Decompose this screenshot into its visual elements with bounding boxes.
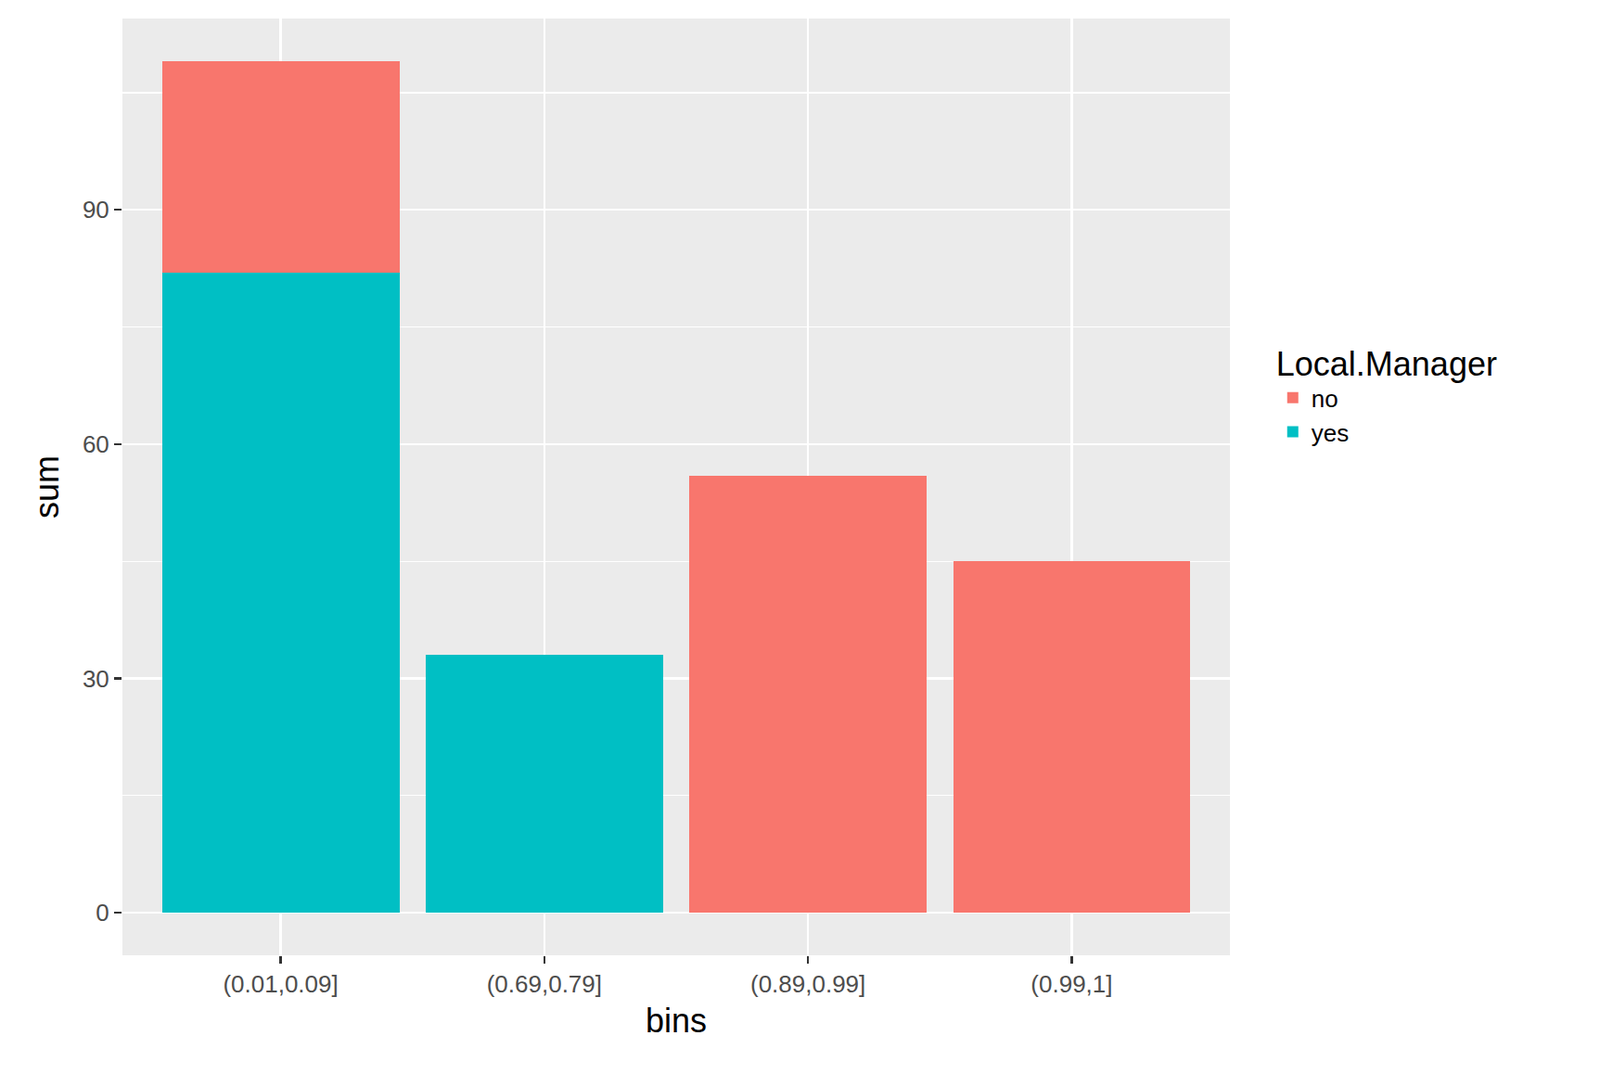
svg-text:0: 0 — [95, 898, 109, 927]
svg-text:bins: bins — [645, 1001, 707, 1040]
svg-text:60: 60 — [82, 430, 110, 459]
svg-text:(0.89,0.99]: (0.89,0.99] — [750, 970, 866, 999]
svg-text:yes: yes — [1311, 419, 1349, 448]
svg-text:(0.01,0.09]: (0.01,0.09] — [222, 970, 338, 999]
svg-text:(0.99,1]: (0.99,1] — [1030, 970, 1113, 999]
svg-text:no: no — [1311, 384, 1339, 413]
svg-text:(0.69,0.79]: (0.69,0.79] — [486, 970, 602, 999]
svg-text:90: 90 — [82, 195, 110, 224]
svg-text:30: 30 — [82, 665, 110, 693]
svg-text:Local.Manager: Local.Manager — [1276, 345, 1498, 384]
svg-text:sum: sum — [27, 455, 66, 519]
